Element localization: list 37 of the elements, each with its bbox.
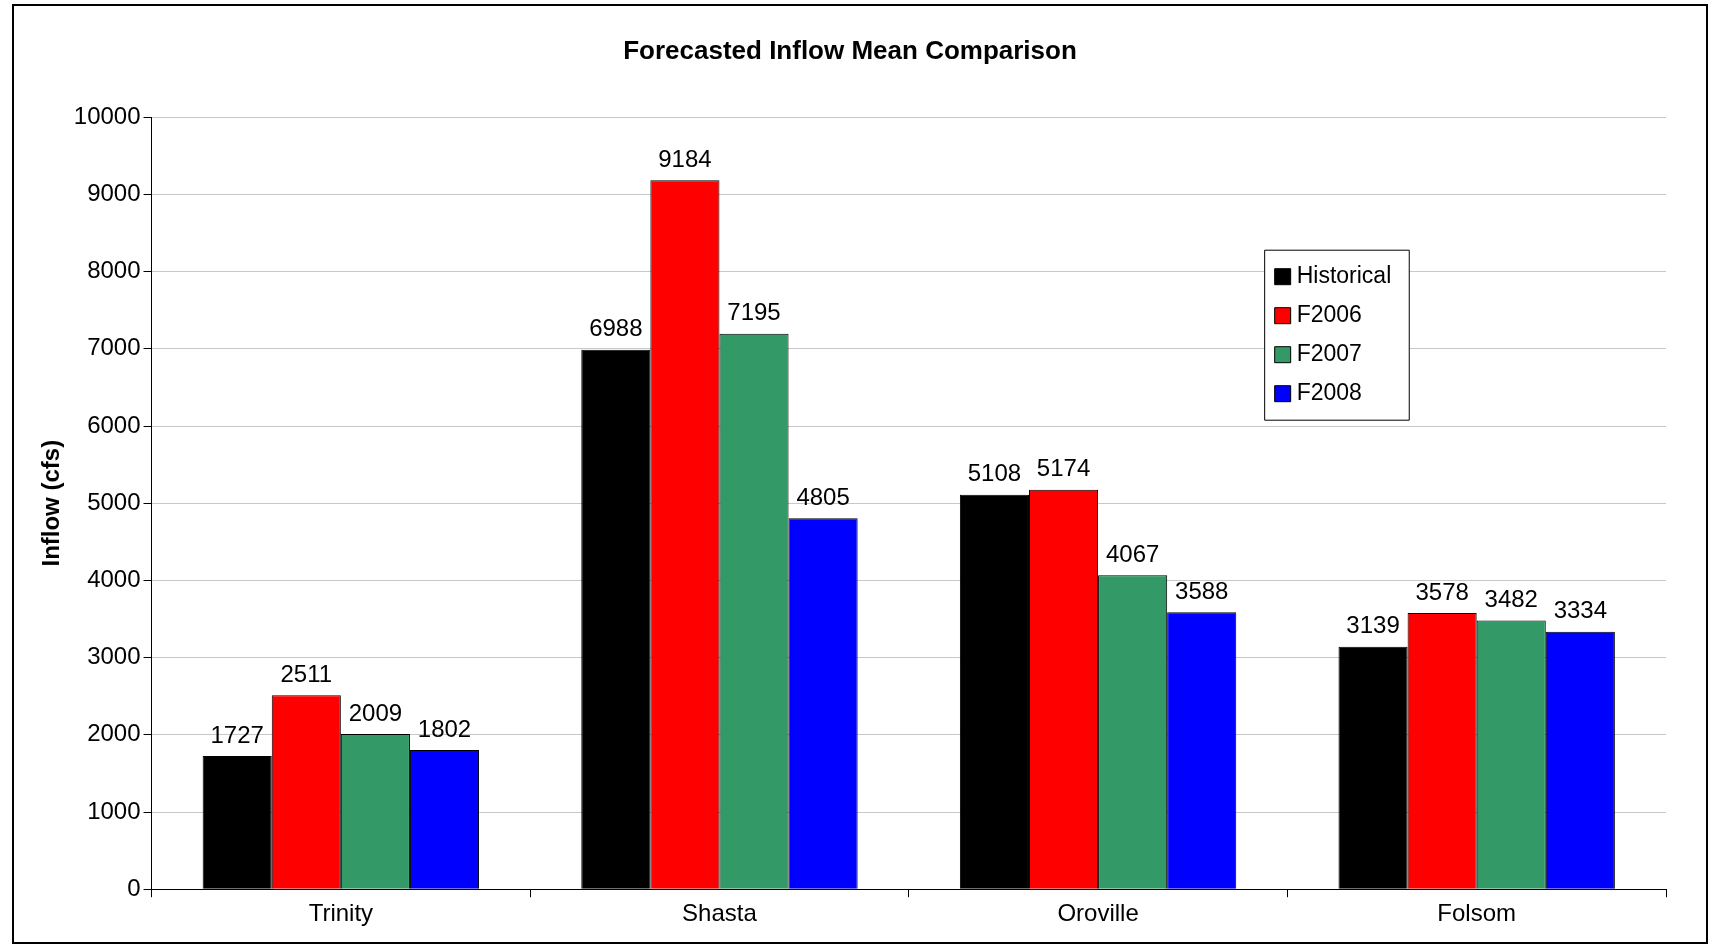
y-tick-label: 4000 bbox=[87, 565, 141, 593]
data-label: 2009 bbox=[348, 698, 403, 726]
y-tick-label: 10000 bbox=[73, 101, 141, 129]
y-tick-label: 0 bbox=[127, 873, 141, 901]
y-tick-label: 8000 bbox=[87, 256, 141, 284]
data-label: 3334 bbox=[1553, 596, 1608, 624]
legend-label: F2006 bbox=[1296, 301, 1362, 328]
x-tick-label: Trinity bbox=[308, 899, 374, 927]
data-label: 3139 bbox=[1346, 611, 1400, 639]
data-label: 3578 bbox=[1415, 577, 1469, 605]
data-label: 3588 bbox=[1175, 576, 1229, 604]
x-tick-label: Folsom bbox=[1437, 899, 1517, 927]
y-tick-label: 6000 bbox=[87, 410, 141, 438]
y-tick-label: 5000 bbox=[87, 487, 141, 515]
data-label: 2511 bbox=[280, 659, 333, 687]
y-tick-label: 7000 bbox=[87, 333, 141, 361]
y-tick-label: 3000 bbox=[87, 642, 141, 670]
legend-label: F2007 bbox=[1296, 340, 1362, 367]
data-label: 4067 bbox=[1105, 539, 1160, 567]
legend-label: F2008 bbox=[1296, 379, 1362, 406]
data-label: 4805 bbox=[796, 482, 850, 510]
data-label: 3482 bbox=[1484, 585, 1538, 613]
data-label: 1727 bbox=[210, 720, 264, 748]
y-tick-label: 2000 bbox=[87, 719, 141, 747]
data-label: 5174 bbox=[1036, 454, 1091, 482]
data-label: 7195 bbox=[727, 298, 781, 326]
chart-title: Forecasted Inflow Mean Comparison bbox=[623, 34, 1077, 65]
data-label: 9184 bbox=[658, 144, 712, 172]
x-tick-label: Oroville bbox=[1057, 899, 1139, 927]
data-label: 6988 bbox=[589, 314, 643, 342]
legend-label: Historical bbox=[1296, 262, 1392, 289]
y-tick-label: 9000 bbox=[87, 179, 141, 207]
y-tick-label: 1000 bbox=[87, 796, 141, 824]
data-label: 1802 bbox=[417, 714, 472, 742]
data-label: 5108 bbox=[967, 459, 1022, 487]
y-axis-title: Inflow (cfs) bbox=[37, 439, 65, 567]
x-tick-label: Shasta bbox=[682, 899, 758, 927]
